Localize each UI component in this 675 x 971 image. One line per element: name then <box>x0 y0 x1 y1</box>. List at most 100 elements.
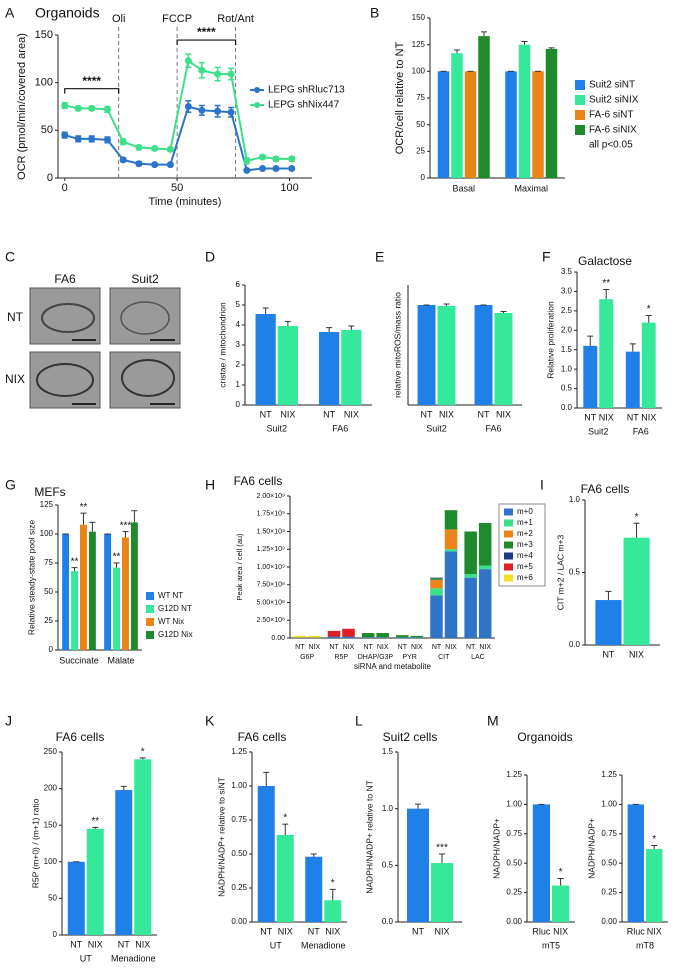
bar <box>305 856 323 922</box>
y-tick-label: 1.50×10⁹ <box>257 528 286 535</box>
series-line <box>64 59 292 163</box>
y-tick-label: 50 <box>41 124 53 136</box>
chart-title: Organoids <box>517 730 572 744</box>
y-tick-label: 1.00 <box>506 800 522 809</box>
em-panel: C FA6 Suit2 NT NIX <box>5 249 181 409</box>
bar-label: Rluc <box>627 926 646 936</box>
bar-segment <box>464 574 477 578</box>
x-tick-label: Menadione <box>301 940 346 950</box>
x-tick-label: R5P <box>334 654 348 661</box>
error-bar <box>284 321 291 326</box>
bar-label: NIX <box>280 409 295 419</box>
chart-title: MEFs <box>34 485 65 499</box>
bar <box>641 322 656 408</box>
y-tick-label: 4 <box>236 320 241 329</box>
y-axis-label: relative mitoROS/mass ratio <box>392 292 402 398</box>
bar-label: NIX <box>599 412 614 422</box>
data-point <box>74 135 82 143</box>
bar <box>341 330 362 405</box>
bar <box>431 863 453 922</box>
error-bar <box>80 512 87 525</box>
micrograph <box>29 287 101 345</box>
y-axis-label: Relative steady-state pool size <box>26 520 36 636</box>
x-tick-label: Succinate <box>59 655 99 665</box>
panel-label: I <box>540 477 544 493</box>
legend-label: m+4 <box>517 551 533 560</box>
y-axis-label: R5P (m+0) / (m+1) ratio <box>30 798 40 888</box>
x-tick-label: 50 <box>171 182 183 194</box>
y-tick-label: 0 <box>236 400 241 409</box>
significance-label: ** <box>71 556 79 567</box>
y-tick-label: 0.75 <box>601 829 617 838</box>
x-axis-label: siRNA and metabolite <box>354 662 431 671</box>
x-tick-label: CIT <box>438 654 450 661</box>
y-tick-label: 200 <box>44 784 58 793</box>
y-tick-label: 2.50×10⁸ <box>257 617 285 624</box>
bar <box>532 804 550 922</box>
bar-label: NT <box>363 644 373 651</box>
series-line <box>64 105 292 172</box>
bar-label: NT <box>260 409 272 419</box>
data-point <box>227 70 235 78</box>
bar-segment <box>478 569 492 638</box>
error-bar <box>443 303 450 306</box>
legend-marker <box>254 87 260 93</box>
panel-label: M <box>487 713 499 729</box>
chart-title: Galactose <box>578 254 632 268</box>
bar-label: NIX <box>377 644 389 651</box>
error-bar <box>557 877 564 886</box>
bar <box>86 828 104 935</box>
bar <box>277 326 298 405</box>
event-label: Oli <box>112 13 125 25</box>
error-bar <box>113 562 120 568</box>
y-tick-label: 150 <box>412 13 426 22</box>
significance-label: * <box>635 512 639 523</box>
bar-segment <box>430 588 443 596</box>
y-tick-label: 0.75 <box>231 815 247 824</box>
bar-label: NT <box>329 644 339 651</box>
error-bar <box>262 307 269 314</box>
error-bar <box>282 823 289 835</box>
y-tick-label: 1.25×10⁹ <box>257 546 286 553</box>
panel-label: F <box>542 249 551 265</box>
y-tick-label: 0 <box>47 172 53 184</box>
significance-label: ** <box>113 552 121 563</box>
data-point <box>61 102 69 110</box>
bar-label: NIX <box>344 409 359 419</box>
y-axis-label: OCR/cell relative to NT <box>394 41 406 154</box>
bar-label: NIX <box>309 644 321 651</box>
mitochondrion <box>121 359 175 397</box>
significance-bracket <box>176 39 237 46</box>
y-tick-label: 0.25 <box>601 888 617 897</box>
data-point <box>184 103 192 110</box>
y-tick-label: 3.5 <box>561 267 573 276</box>
bar-segment <box>308 635 321 638</box>
bar-segment <box>430 577 443 579</box>
data-point <box>151 144 159 152</box>
y-axis-label: Relative proliferation <box>545 301 555 379</box>
error-bar <box>92 826 99 829</box>
bar-label: NIX <box>411 644 423 651</box>
y-tick-label: 0.00 <box>271 635 285 642</box>
bar-label: NIX <box>135 939 150 949</box>
legend-label: LEPG shNix447 <box>268 100 340 111</box>
data-point <box>259 164 267 172</box>
panel-label: K <box>205 713 215 729</box>
x-tick-label: Menadione <box>111 953 156 963</box>
y-tick-label: 0.00 <box>231 917 247 926</box>
y-tick-label: 0.75 <box>506 829 522 838</box>
y-tick-label: 1.00 <box>231 781 247 790</box>
data-point <box>74 104 82 112</box>
y-tick-label: 100 <box>412 66 426 75</box>
y-axis-label: CIT m+2 / LAC m+3 <box>555 535 565 611</box>
data-point <box>119 156 127 164</box>
y-tick-label: 0.50 <box>601 858 617 867</box>
bar <box>62 534 70 650</box>
error-bar <box>548 47 555 49</box>
chart-title: FA6 cells <box>238 730 287 744</box>
bar-segment <box>410 637 424 638</box>
data-point <box>88 135 96 143</box>
bar <box>545 48 558 178</box>
error-bar <box>89 521 96 532</box>
legend-swatch <box>146 592 154 600</box>
